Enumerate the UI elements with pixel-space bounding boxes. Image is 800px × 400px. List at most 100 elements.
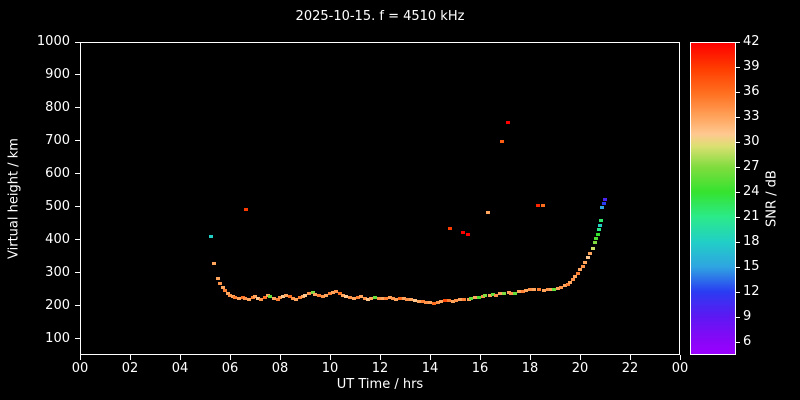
data-point (356, 296, 360, 299)
x-tick-label: 08 (271, 361, 289, 376)
data-point (307, 292, 311, 295)
colorbar-tick (736, 91, 740, 93)
data-point (563, 284, 567, 287)
y-tick (75, 140, 80, 142)
data-point (458, 298, 462, 301)
colorbar-tick (736, 41, 740, 43)
data-point (477, 296, 481, 299)
data-point (494, 294, 498, 297)
x-tick (579, 355, 581, 360)
y-tick-label: 300 (45, 264, 70, 280)
data-point (384, 297, 388, 300)
data-point (532, 288, 536, 291)
data-point (596, 233, 600, 236)
data-point (288, 295, 292, 298)
data-point (276, 298, 280, 301)
data-point (281, 295, 285, 298)
data-point (341, 294, 345, 297)
data-point (536, 204, 540, 207)
x-tick-label: 00 (671, 361, 689, 376)
x-tick (79, 355, 81, 360)
x-tick (329, 355, 331, 360)
y-tick-label: 1000 (36, 34, 70, 49)
colorbar-tick-label: 27 (743, 159, 760, 175)
data-point (466, 233, 470, 236)
colorbar-tick (736, 216, 740, 218)
chart-title: 2025-10-15. f = 4510 kHz (295, 9, 465, 24)
colorbar-tick (736, 316, 740, 318)
data-point (331, 291, 335, 294)
data-point (259, 298, 263, 301)
data-point (566, 283, 570, 286)
colorbar-tick-label: 24 (743, 184, 760, 200)
y-tick-label: 600 (45, 165, 70, 181)
data-point (268, 295, 272, 298)
colorbar-tick-label: 9 (743, 309, 752, 325)
data-point (559, 286, 563, 289)
data-point (253, 295, 257, 298)
colorbar-tick (736, 191, 740, 193)
data-point (513, 292, 517, 295)
colorbar-tick (736, 166, 740, 168)
data-point (469, 297, 473, 300)
colorbar-tick-label: 12 (743, 284, 760, 300)
data-point (451, 300, 455, 303)
x-tick (179, 355, 181, 360)
data-point (603, 198, 607, 201)
data-point (421, 300, 425, 303)
data-point (537, 288, 541, 291)
x-tick-label: 06 (221, 361, 239, 376)
data-point (568, 281, 572, 284)
colorbar-tick-label: 6 (743, 334, 752, 350)
x-tick (679, 355, 681, 360)
colorbar-tick-label: 42 (743, 34, 760, 49)
data-point (473, 296, 477, 299)
data-point (576, 272, 580, 275)
data-point (226, 292, 230, 295)
colorbar-tick-label: 15 (743, 259, 760, 275)
x-tick-label: 20 (571, 361, 589, 376)
data-point (528, 288, 532, 291)
data-point (369, 297, 373, 300)
data-point (218, 282, 222, 285)
y-tick (75, 206, 80, 208)
data-point (294, 298, 298, 301)
data-point (488, 294, 492, 297)
data-point (291, 297, 295, 300)
x-tick (529, 355, 531, 360)
data-point (391, 297, 395, 300)
data-point (223, 289, 227, 292)
colorbar-tick-label: 36 (743, 84, 760, 100)
data-point (593, 241, 597, 244)
y-tick (75, 338, 80, 340)
y-tick (75, 239, 80, 241)
data-point (373, 296, 377, 299)
y-tick-label: 100 (45, 330, 70, 346)
data-point (352, 297, 356, 300)
data-point (303, 294, 307, 297)
colorbar-tick (736, 141, 740, 143)
x-tick-label: 18 (521, 361, 539, 376)
data-point (298, 296, 302, 299)
data-point (344, 295, 348, 298)
data-point (409, 298, 413, 301)
colorbar-tick-label: 39 (743, 59, 760, 75)
data-point (237, 297, 241, 300)
data-point (228, 294, 232, 297)
data-point (212, 262, 216, 265)
data-point (462, 298, 466, 301)
x-tick-label: 16 (471, 361, 489, 376)
data-point (247, 298, 251, 301)
y-tick (75, 272, 80, 274)
data-point (398, 297, 402, 300)
data-point (263, 296, 267, 299)
colorbar-tick-label: 18 (743, 234, 760, 250)
x-tick (229, 355, 231, 360)
data-point (483, 294, 487, 297)
y-tick-label: 500 (45, 198, 70, 214)
x-tick-label: 22 (621, 361, 639, 376)
colorbar-tick-label: 21 (743, 209, 760, 225)
colorbar-tick (736, 266, 740, 268)
data-point (588, 252, 592, 255)
